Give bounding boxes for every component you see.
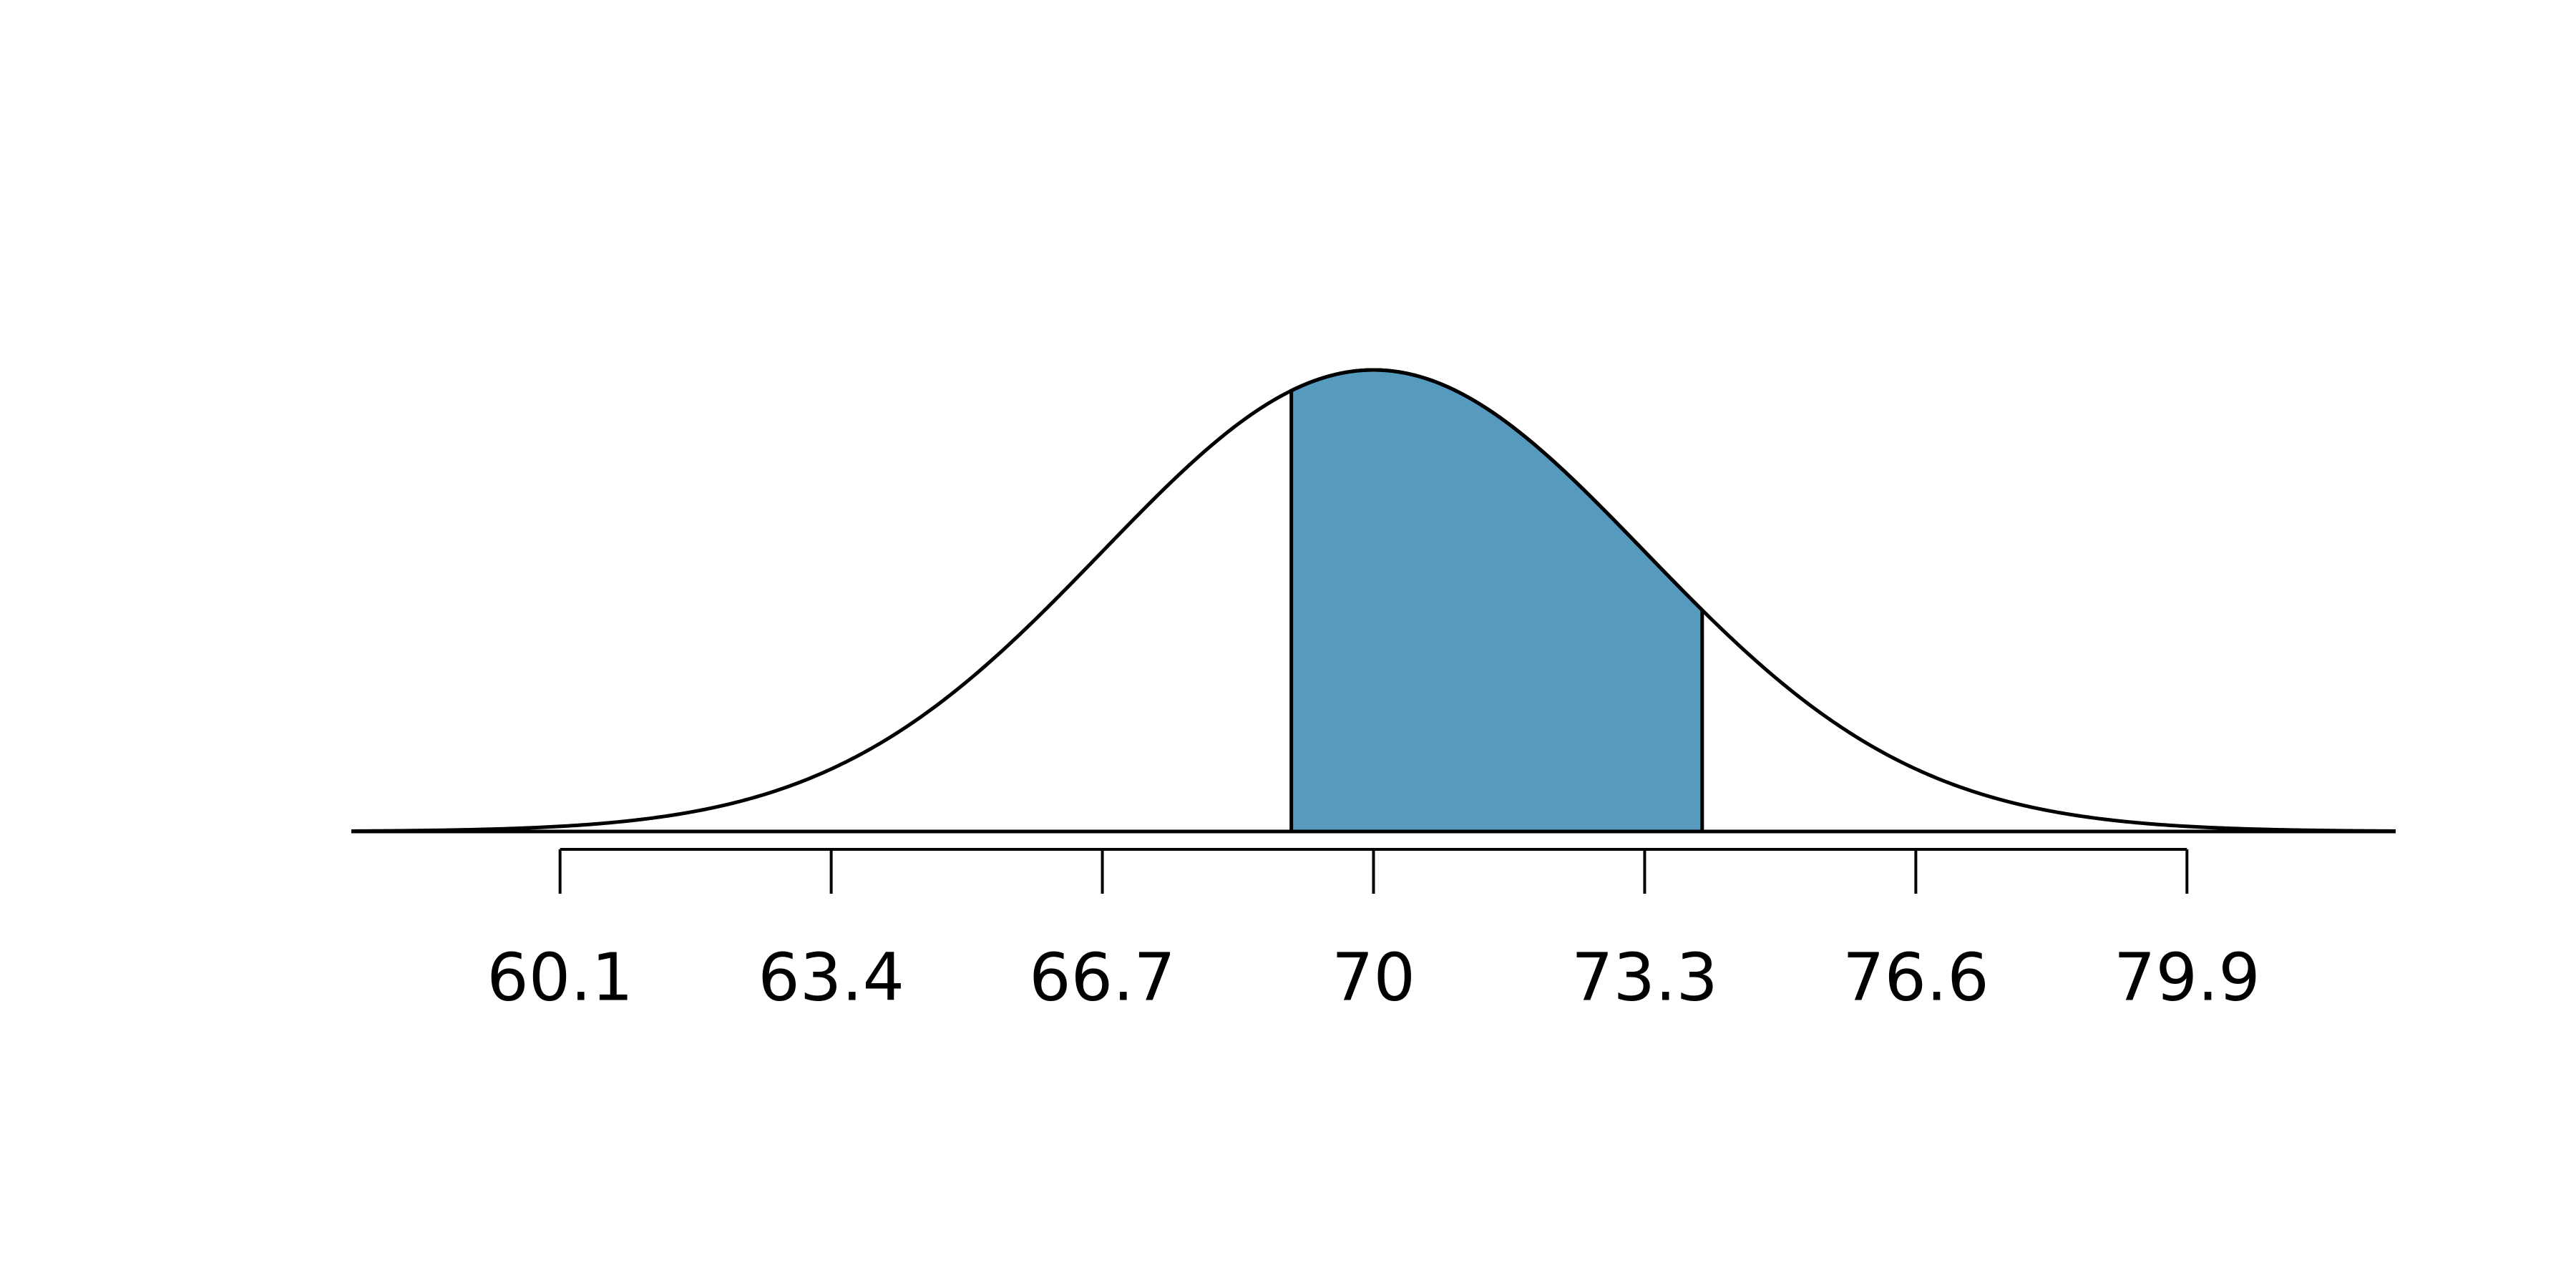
x-tick-label: 70 (1332, 939, 1415, 1015)
x-tick-label: 66.7 (1029, 939, 1176, 1015)
x-tick-label: 76.6 (1843, 939, 1989, 1015)
x-tick-label: 63.4 (758, 939, 904, 1015)
shaded-area (1289, 368, 1704, 834)
x-tick-label: 60.1 (487, 939, 633, 1015)
x-tick-label: 73.3 (1571, 939, 1718, 1015)
x-tick-label: 79.9 (2114, 939, 2260, 1015)
density-curve (351, 368, 2396, 833)
